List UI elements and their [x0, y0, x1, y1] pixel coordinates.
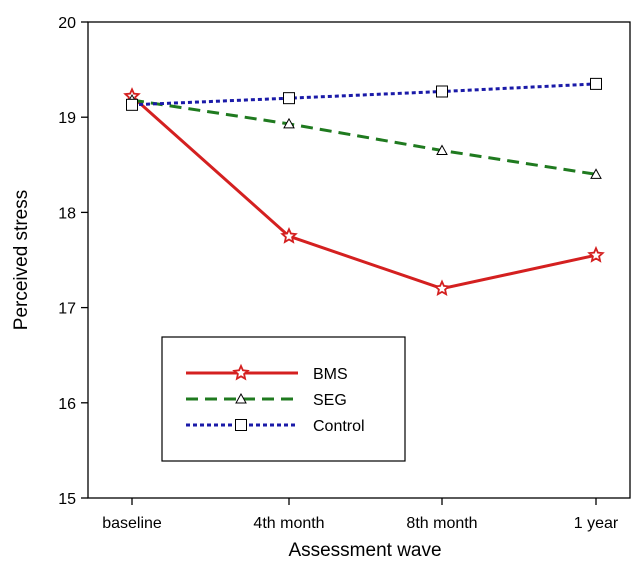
y-axis-title: Perceived stress: [11, 190, 32, 330]
legend-label-bms: BMS: [313, 366, 348, 383]
y-tick-label: 18: [58, 205, 76, 222]
series-line-control: [131, 82, 597, 107]
y-tick-label: 19: [58, 110, 76, 127]
data-point-bms: [280, 226, 298, 244]
series-control: [126, 77, 602, 111]
y-tick-label: 15: [58, 491, 76, 508]
series-layer: [123, 77, 605, 296]
series-line-bms: [131, 95, 597, 291]
series-seg: [126, 94, 602, 179]
x-tick-label: 1 year: [574, 515, 619, 532]
y-tick-label: 20: [58, 15, 76, 32]
legend-marker-seg: [235, 392, 247, 404]
data-point-control: [590, 77, 602, 90]
series-line-seg: [131, 98, 597, 176]
x-tick-label: 8th month: [406, 515, 477, 532]
data-point-seg: [436, 144, 448, 156]
data-point-bms: [587, 245, 605, 263]
legend-marker-bms: [232, 363, 250, 381]
axes: 15 16 17 18 19 20 baseline 4th month 8th month 1 …: [58, 15, 631, 532]
legend-label-control: Control: [313, 418, 365, 435]
legend-marker-control: [235, 419, 247, 431]
data-point-control: [436, 85, 448, 98]
plot-frame: [87, 21, 631, 499]
data-point-seg: [283, 117, 295, 129]
series-bms: [123, 87, 605, 296]
x-axis-title: Assessment wave: [288, 540, 441, 561]
x-tick-label: 4th month: [253, 515, 324, 532]
x-tick-label: baseline: [102, 515, 162, 532]
legend: BMS SEG Control: [161, 336, 406, 462]
legend-label-seg: SEG: [313, 392, 347, 409]
data-point-control: [283, 92, 295, 105]
y-tick-label: 16: [58, 396, 76, 413]
data-point-seg: [590, 168, 602, 179]
y-tick-label: 17: [58, 301, 76, 318]
data-point-bms: [433, 279, 451, 296]
data-point-control: [126, 98, 138, 111]
